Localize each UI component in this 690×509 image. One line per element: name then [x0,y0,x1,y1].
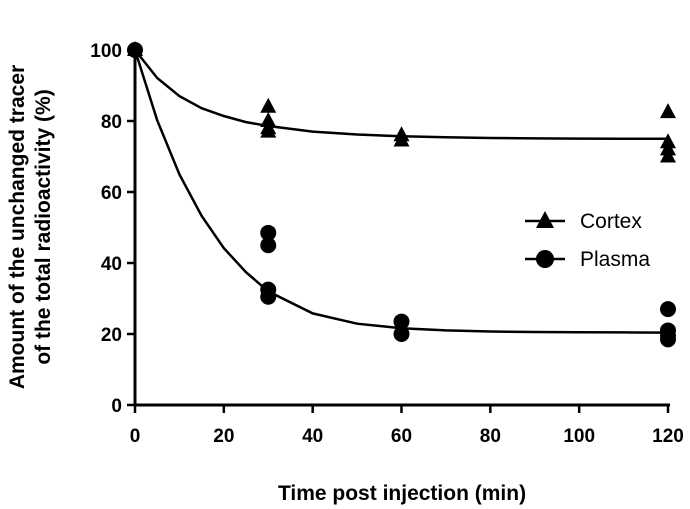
point-plasma [127,42,143,58]
legend-label-plasma: Plasma [580,248,650,271]
legend-item-cortex: Cortex [525,210,642,233]
legend-triangle-icon [536,211,554,228]
ticks: 0 20 40 60 80 100 120 0 20 40 60 80 100 [90,41,684,447]
data-points [127,41,676,348]
fit-curve-plasma [133,49,669,334]
x-axis-title: Time post injection (min) [278,482,526,505]
legend-label-cortex: Cortex [580,210,642,233]
x-tick-label: 60 [391,426,412,447]
y-tick-label: 0 [111,396,122,417]
point-cortex [393,131,410,147]
x-tick-label: 20 [213,426,234,447]
y-tick-label: 100 [90,41,122,62]
x-tick-label: 80 [480,426,501,447]
x-tick-label: 40 [302,426,323,447]
fit-curve-cortex [134,49,668,141]
point-cortex [660,103,676,119]
x-tick-label: 100 [563,426,595,447]
y-tick-label: 80 [101,112,122,133]
point-plasma [260,237,277,254]
x-tick-label: 0 [130,426,141,447]
point-plasma [660,301,676,318]
legend: Cortex Plasma [525,210,650,271]
point-plasma [660,331,676,348]
y-tick-label: 20 [101,325,122,346]
point-plasma [260,224,277,241]
point-plasma [393,326,410,342]
point-plasma [393,313,410,330]
y-axis-title-line1: Amount of the unchanged tracer [6,65,29,389]
legend-item-plasma: Plasma [525,248,650,271]
point-cortex [660,147,676,163]
legend-circle-icon [536,250,554,268]
point-cortex [260,122,277,138]
y-axis-title-line2: of the total radioactivity (%) [32,89,55,364]
y-tick-label: 40 [101,254,122,275]
point-cortex [260,97,277,113]
fit-curves [133,49,669,334]
point-plasma [260,288,277,305]
y-tick-label: 60 [101,183,122,204]
x-tick-label: 120 [652,426,684,447]
